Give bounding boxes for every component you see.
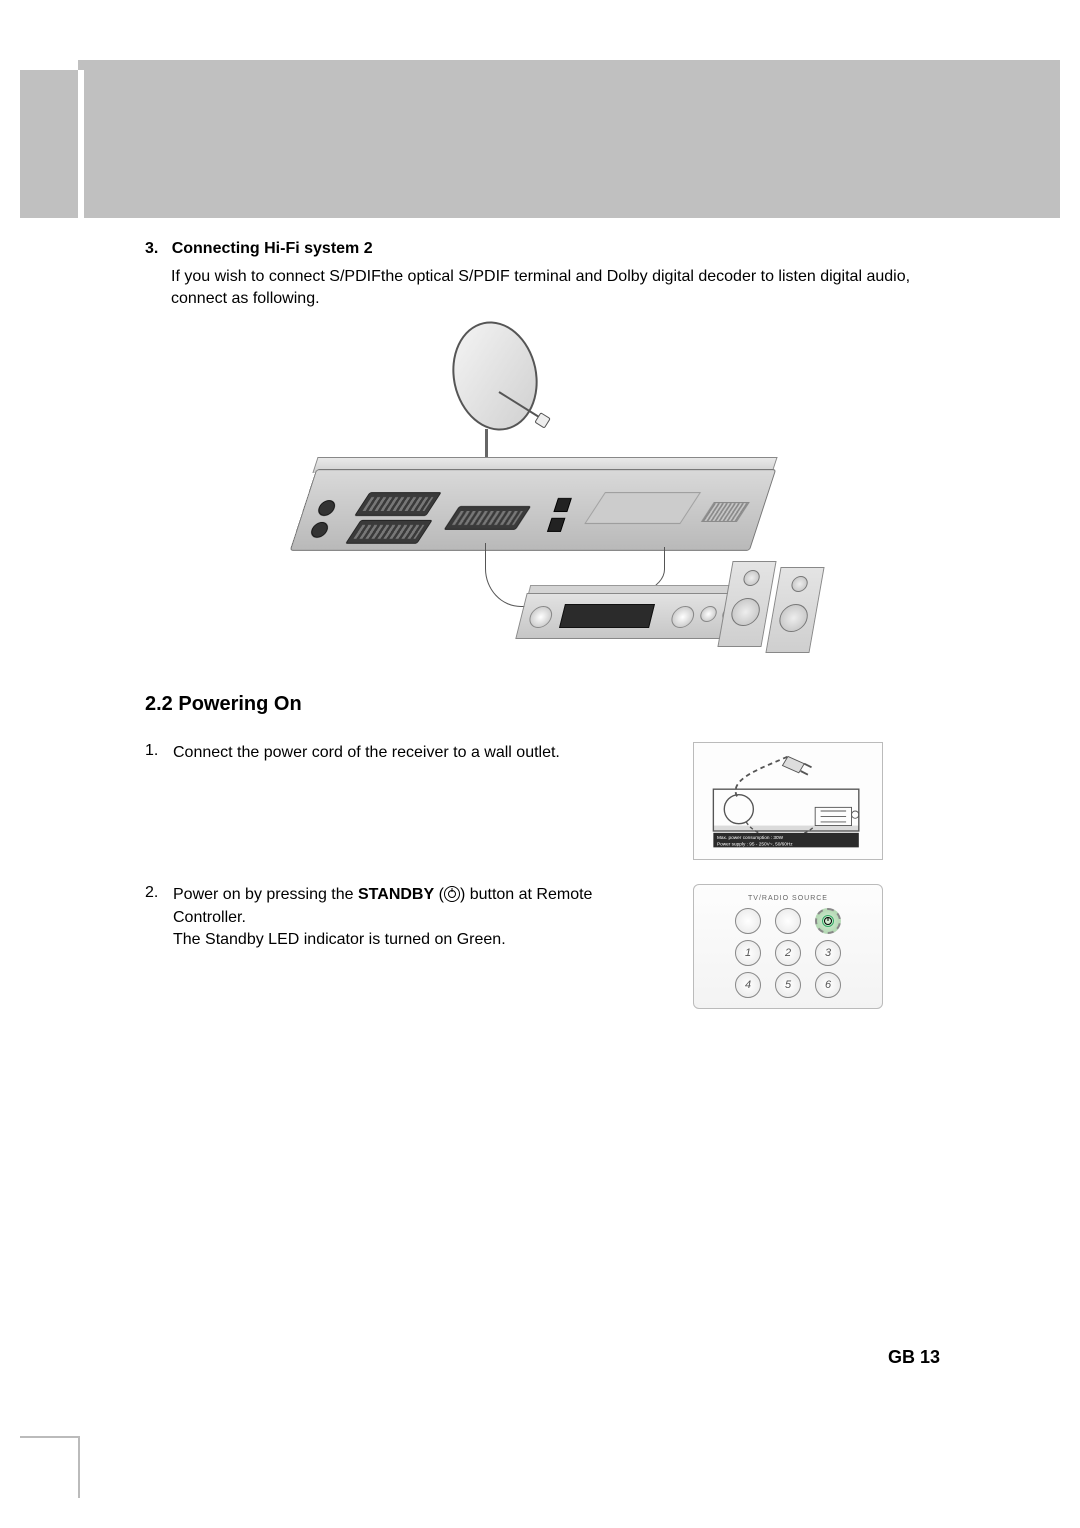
standby-icon (444, 886, 460, 902)
step-1-number: 1. (145, 742, 173, 760)
header-band (20, 60, 1060, 218)
step-1: 1. Connect the power cord of the receive… (145, 742, 945, 860)
step-2: 2. Power on by pressing the STANDBY () b… (145, 884, 945, 1009)
remote-labels: TV/RADIO SOURCE (706, 895, 870, 902)
keypad-2-icon: 2 (775, 940, 801, 966)
step-2-number: 2. (145, 884, 173, 902)
keypad-6-icon: 6 (815, 972, 841, 998)
satellite-dish-icon (453, 321, 537, 431)
step-2-text: Power on by pressing the STANDBY () butt… (173, 884, 653, 951)
keypad-5-icon: 5 (775, 972, 801, 998)
page: 3. Connecting Hi-Fi system 2 If you wish… (0, 0, 1080, 1528)
keypad-4-icon: 4 (735, 972, 761, 998)
crop-mark-v (78, 1436, 80, 1498)
standby-button-icon (815, 908, 841, 934)
power-cord-icon: Max. power consumption : 30W Power suppl… (702, 751, 872, 851)
standby-label: STANDBY (358, 886, 434, 903)
header-corner-cut (20, 60, 78, 70)
power-label-2: Power supply : 95 - 250V~, 50/60Hz (717, 842, 793, 848)
keypad-3-icon: 3 (815, 940, 841, 966)
section-2-2-heading: 2.2 Powering On (145, 693, 945, 716)
tv-radio-button-icon (735, 908, 761, 934)
keypad-1-icon: 1 (735, 940, 761, 966)
section-3-heading: Connecting Hi-Fi system 2 (172, 240, 373, 257)
page-number: GB 13 (888, 1347, 940, 1368)
section-3-title: 3. Connecting Hi-Fi system 2 (145, 240, 945, 258)
content-area: 3. Connecting Hi-Fi system 2 If you wish… (145, 240, 945, 1029)
section-3-number: 3. (145, 240, 158, 257)
source-button-icon (775, 908, 801, 934)
figure-wrap (145, 333, 945, 653)
step-2-line2: The Standby LED indicator is turned on G… (173, 931, 506, 948)
header-gap (78, 70, 84, 218)
remote-thumb: TV/RADIO SOURCE 1 2 3 4 5 6 (693, 884, 883, 1009)
set-top-box-icon (290, 469, 776, 551)
section-3: 3. Connecting Hi-Fi system 2 If you wish… (145, 240, 945, 309)
crop-mark-h (20, 1436, 78, 1438)
section-3-body: If you wish to connect S/PDIFthe optical… (171, 266, 945, 309)
hifi-connection-figure (285, 333, 805, 653)
step-1-text: Connect the power cord of the receiver t… (173, 742, 653, 764)
step-2-pre: Power on by pressing the (173, 886, 358, 903)
power-label-1: Max. power consumption : 30W (717, 835, 784, 841)
power-cord-thumb: Max. power consumption : 30W Power suppl… (693, 742, 883, 860)
speaker-left-icon (765, 567, 824, 653)
